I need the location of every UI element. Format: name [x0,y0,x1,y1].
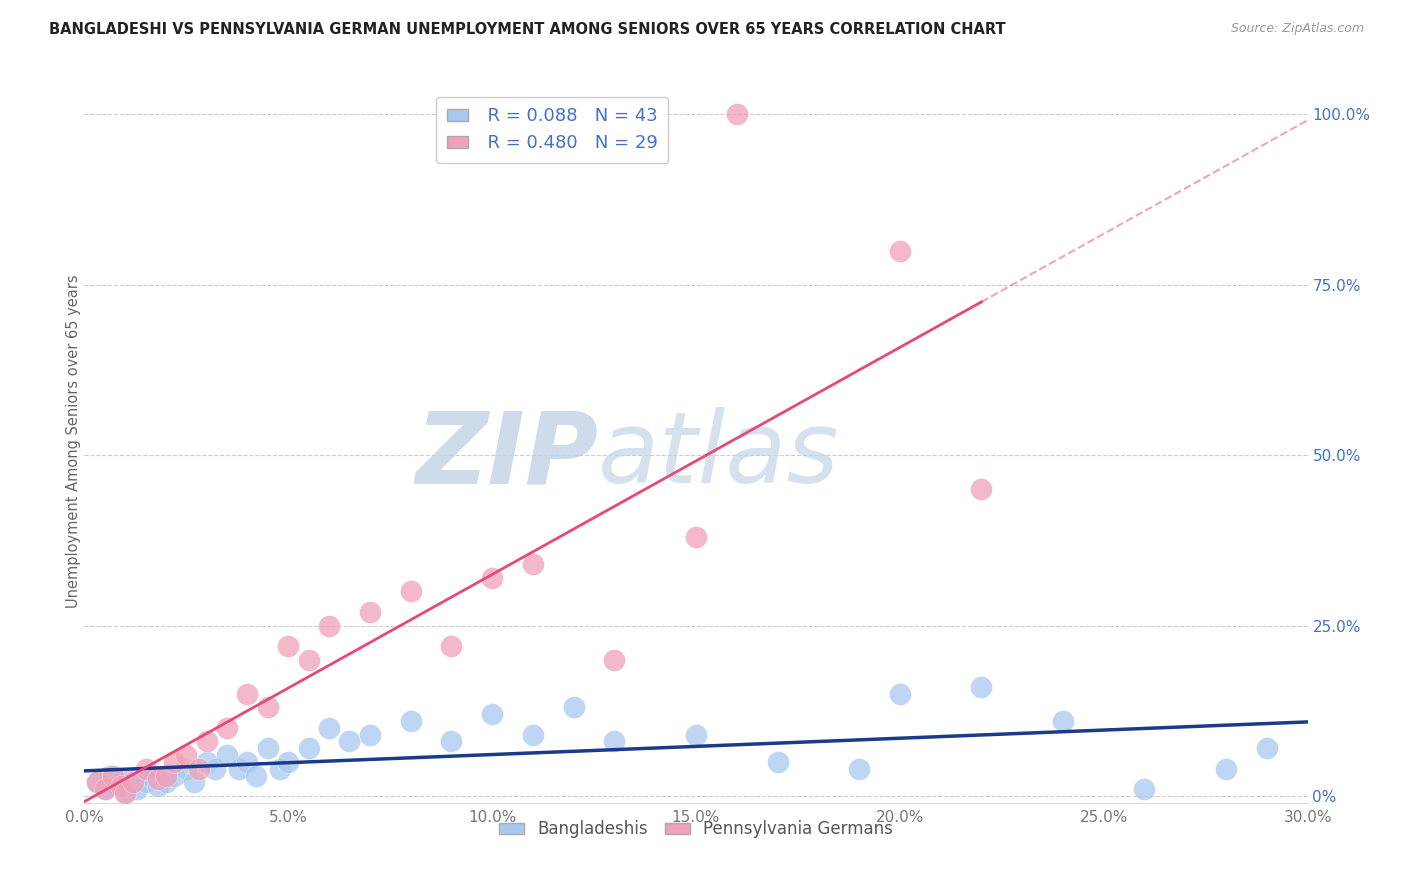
Point [1256,741,1278,756]
Text: atlas: atlas [598,408,839,505]
Point [298,741,321,756]
Point [105,779,128,793]
Point [848,762,870,776]
Point [135,762,157,776]
Point [187,762,209,776]
Point [562,700,585,714]
Point [118,772,141,786]
Point [257,700,280,714]
Point [257,741,280,756]
Point [114,786,136,800]
Point [1133,782,1156,797]
Point [481,571,503,585]
Point [110,779,132,793]
Point [1052,714,1074,728]
Point [127,782,149,797]
Text: BANGLADESHI VS PENNSYLVANIA GERMAN UNEMPLOYMENT AMONG SENIORS OVER 65 YEARS CORR: BANGLADESHI VS PENNSYLVANIA GERMAN UNEMP… [49,22,1005,37]
Point [97,768,120,782]
Point [359,605,381,619]
Point [135,775,157,789]
Point [298,653,321,667]
Point [163,755,186,769]
Point [217,748,239,763]
Point [766,755,789,769]
Point [970,482,993,496]
Point [603,734,626,748]
Point [217,721,239,735]
Point [174,762,197,776]
Point [889,687,911,701]
Point [138,768,160,782]
Point [685,728,707,742]
Point [481,707,503,722]
Point [174,748,197,763]
Text: Source: ZipAtlas.com: Source: ZipAtlas.com [1230,22,1364,36]
Point [93,782,115,797]
Point [101,768,124,782]
Point [269,762,291,776]
Point [155,775,177,789]
Point [725,107,748,121]
Point [114,786,136,800]
Point [228,762,250,776]
Point [399,584,422,599]
Point [277,639,299,653]
Point [339,734,361,748]
Y-axis label: Unemployment Among Seniors over 65 years: Unemployment Among Seniors over 65 years [66,275,80,608]
Legend: Bangladeshis, Pennsylvania Germans: Bangladeshis, Pennsylvania Germans [492,814,900,845]
Point [522,558,544,572]
Text: ZIP: ZIP [415,408,598,505]
Point [603,653,626,667]
Point [86,775,108,789]
Point [685,530,707,544]
Point [889,244,911,258]
Point [277,755,299,769]
Point [183,775,205,789]
Point [318,618,340,632]
Point [204,762,226,776]
Point [155,768,177,782]
Point [236,755,259,769]
Point [163,768,186,782]
Point [195,734,218,748]
Point [970,680,993,694]
Point [146,772,169,786]
Point [318,721,340,735]
Point [122,775,145,789]
Point [146,779,169,793]
Point [1215,762,1237,776]
Point [522,728,544,742]
Point [440,639,463,653]
Point [236,687,259,701]
Point [195,755,218,769]
Point [440,734,463,748]
Point [359,728,381,742]
Point [93,782,115,797]
Point [86,775,108,789]
Point [245,768,267,782]
Point [399,714,422,728]
Point [110,775,132,789]
